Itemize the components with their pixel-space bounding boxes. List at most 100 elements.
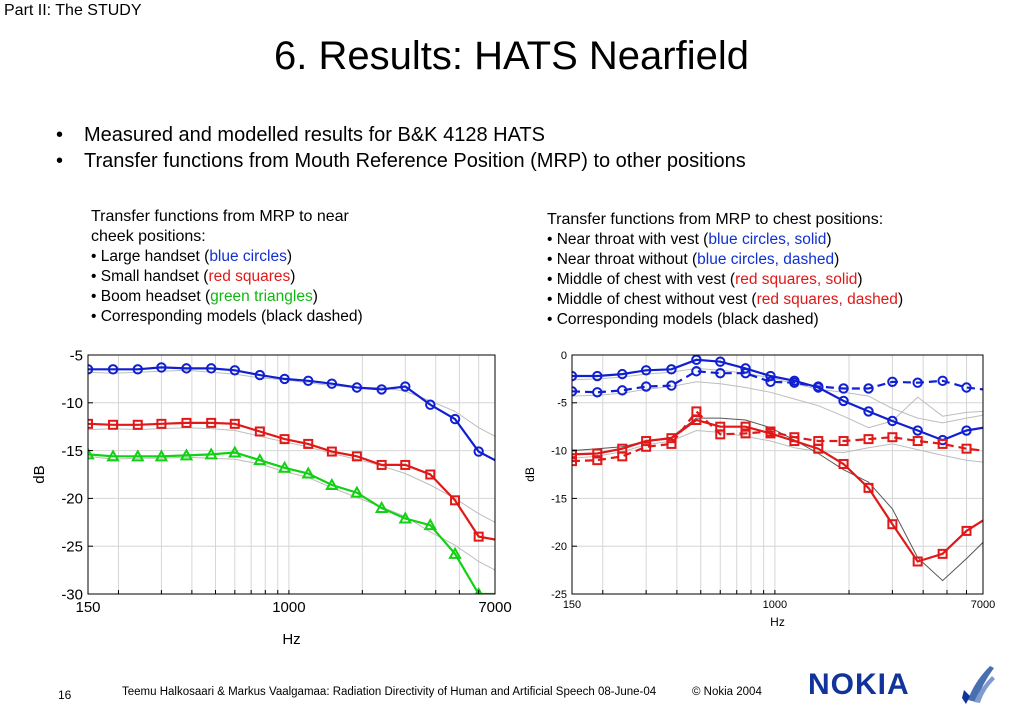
left-marker-square <box>132 419 143 430</box>
right-marker-square <box>887 519 898 530</box>
left-marker-circle <box>107 364 119 375</box>
left-marker-square <box>351 451 362 462</box>
right-series <box>572 355 983 567</box>
right-legend-item: • Corresponding models (black dashed) <box>547 311 819 328</box>
right-marker-square <box>572 456 577 467</box>
right-marker-circle <box>765 370 776 382</box>
left-series-line-1 <box>88 421 495 541</box>
right-ytick-label: -25 <box>551 589 567 601</box>
left-marker-circle <box>254 369 266 381</box>
right-marker-square <box>715 429 726 440</box>
left-marker-triangle <box>448 546 462 559</box>
right-marker-square <box>666 438 677 449</box>
right-marker-circle <box>715 367 726 379</box>
left-marker-square <box>303 438 314 449</box>
left-chart-caption: Transfer functions from MRP to near chee… <box>91 207 363 327</box>
left-marker-square <box>450 495 461 506</box>
right-yaxis-label: dB <box>523 467 537 482</box>
left-marker-square <box>88 418 93 429</box>
right-marker-square <box>937 548 948 559</box>
left-xtick-label: 7000 <box>478 599 511 616</box>
right-marker-circle <box>640 365 652 376</box>
bullet-text: Measured and modelled results for B&K 41… <box>84 124 545 146</box>
right-marker-square <box>838 458 849 469</box>
right-legend-item: • Middle of chest with vest (red squares… <box>547 271 863 288</box>
right-marker-circle <box>572 370 578 382</box>
right-marker-square <box>838 436 849 447</box>
left-marker-square <box>376 459 387 470</box>
bullet-text: Transfer functions from Mouth Reference … <box>84 150 746 172</box>
right-marker-square <box>961 443 972 454</box>
right-marker-square <box>592 455 603 466</box>
left-xaxis-label: Hz <box>282 631 300 648</box>
right-marker-square <box>691 406 702 417</box>
right-marker-square <box>789 432 800 443</box>
left-marker-square <box>181 417 192 428</box>
right-marker-square <box>740 428 751 439</box>
right-marker-circle <box>617 368 628 380</box>
left-marker-circle <box>351 382 363 393</box>
right-marker-circle <box>691 355 702 365</box>
footer-copyright: © Nokia 2004 <box>692 686 762 698</box>
left-marker-circle <box>156 362 167 373</box>
left-marker-triangle <box>106 449 120 462</box>
right-ytick-label: 0 <box>561 350 567 362</box>
page-number: 16 <box>58 688 72 702</box>
right-marker-circle <box>691 366 702 377</box>
left-caption-line2: cheek positions: <box>91 228 206 245</box>
bullet-2: • Transfer functions from Mouth Reference… <box>56 150 746 173</box>
right-marker-circle <box>592 387 603 398</box>
right-marker-circle <box>961 425 972 436</box>
right-marker-square <box>765 426 776 437</box>
left-marker-triangle <box>253 453 267 466</box>
left-marker-square <box>473 531 484 542</box>
left-marker-triangle <box>88 447 95 460</box>
left-marker-triangle <box>277 460 292 473</box>
left-caption-line1: Transfer functions from MRP to near <box>91 208 349 225</box>
right-legend-item: • Near throat without (blue circles, das… <box>547 251 840 268</box>
left-ytick-label: -30 <box>61 586 83 603</box>
left-marker-triangle <box>228 445 242 458</box>
left-marker-triangle <box>374 500 389 513</box>
left-marker-square <box>425 469 436 480</box>
left-marker-triangle <box>154 449 169 462</box>
right-ytick-label: -15 <box>551 493 567 505</box>
right-marker-square <box>813 436 824 447</box>
right-legend-item: • Middle of chest without vest (red squa… <box>547 291 904 308</box>
right-caption-line1: Transfer functions from MRP to chest pos… <box>547 211 884 228</box>
nokia-wing-icon <box>962 666 995 704</box>
left-legend-item: • Corresponding models (black dashed) <box>91 308 363 325</box>
right-marker-circle <box>789 377 800 388</box>
right-marker-circle <box>887 376 898 387</box>
right-marker-circle <box>592 370 603 382</box>
right-marker-square <box>863 482 874 493</box>
left-series <box>88 362 495 594</box>
right-chart-caption: Transfer functions from MRP to chest pos… <box>547 210 903 330</box>
left-marker-square <box>279 434 290 445</box>
left-marker-circle <box>181 363 192 374</box>
right-marker-square <box>912 556 923 567</box>
right-ytick-label: -10 <box>551 445 567 457</box>
right-marker-circle <box>838 383 849 394</box>
left-ytick-label: -5 <box>70 347 83 364</box>
left-marker-square <box>326 446 337 457</box>
left-marker-square <box>229 418 240 429</box>
right-marker-circle <box>887 415 898 427</box>
left-marker-circle <box>326 378 338 389</box>
right-marker-circle <box>961 382 972 393</box>
bullet-dot: • <box>56 150 64 172</box>
right-marker-circle <box>666 364 677 375</box>
left-marker-square <box>400 459 411 470</box>
right-marker-circle <box>572 386 578 397</box>
left-series-line-0 <box>88 366 495 462</box>
left-ytick-label: -15 <box>61 443 83 460</box>
left-marker-triangle <box>131 449 145 462</box>
right-marker-square <box>961 525 972 536</box>
left-marker-triangle <box>423 518 438 531</box>
right-ytick-label: -5 <box>557 398 567 410</box>
right-marker-square <box>887 432 898 443</box>
left-legend-item: • Large handset (blue circles) <box>91 248 293 265</box>
right-marker-circle <box>715 356 726 367</box>
